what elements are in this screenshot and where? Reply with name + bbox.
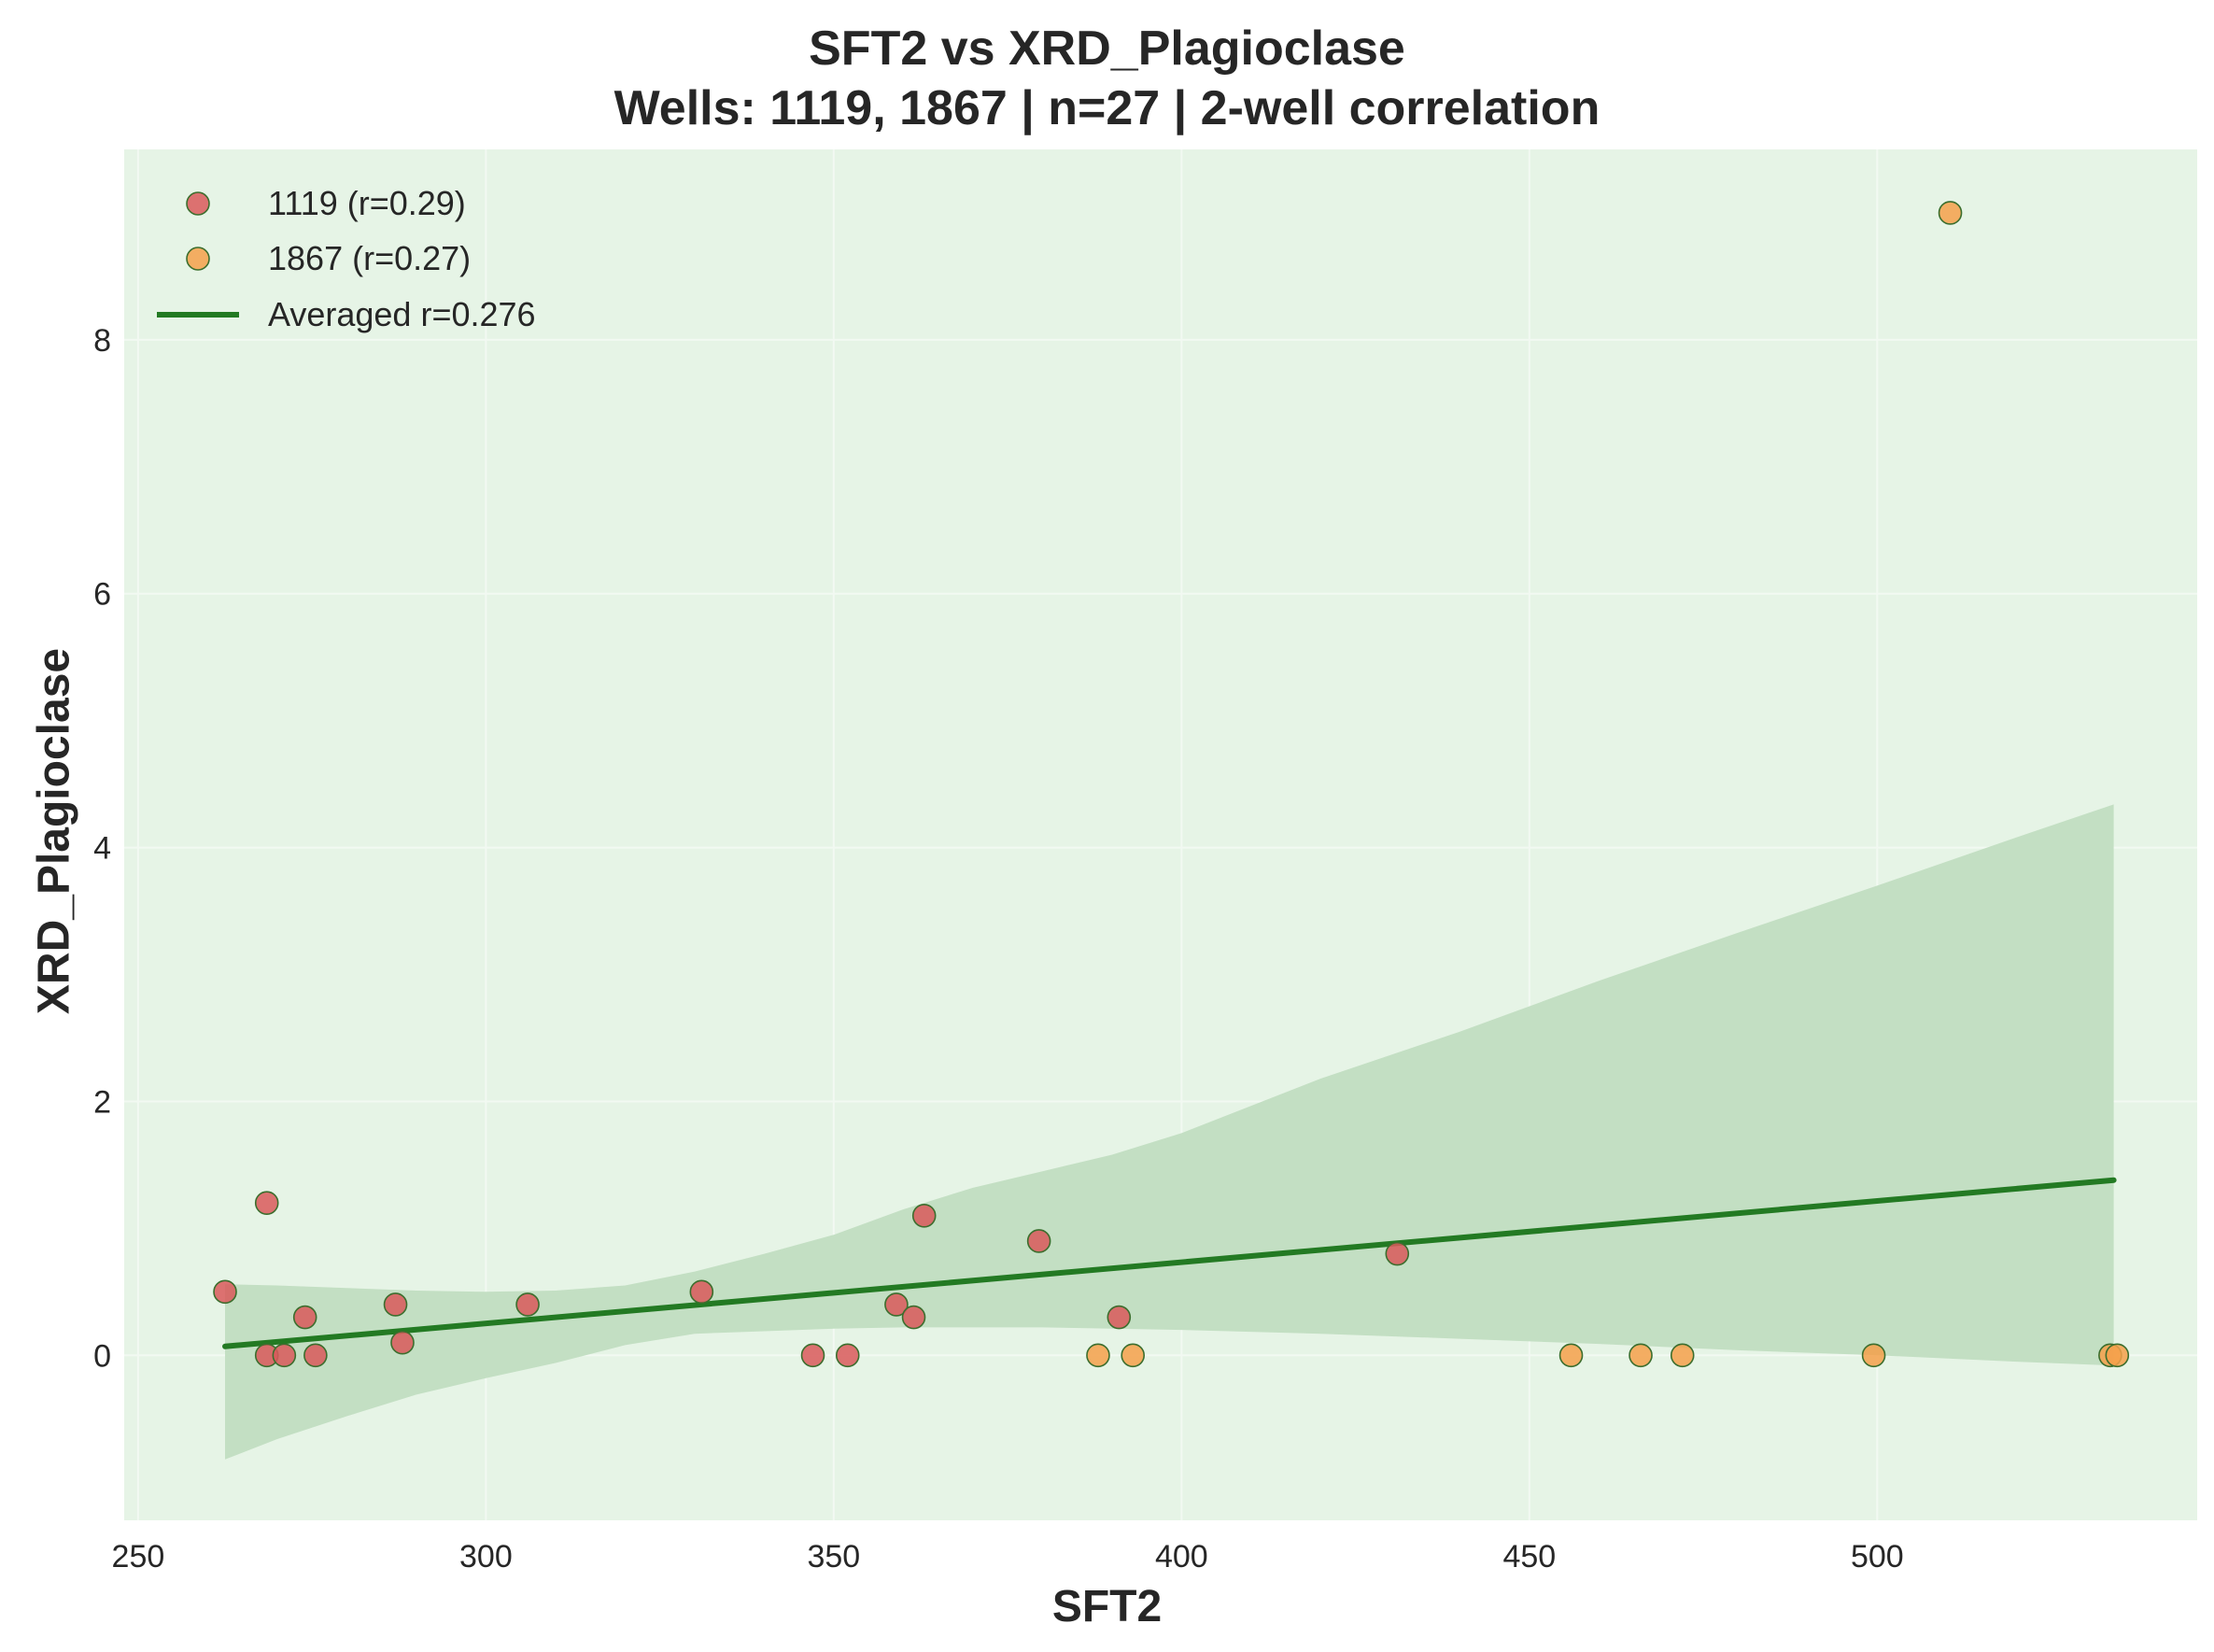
x-tick-label: 350 [807, 1539, 860, 1574]
legend: 1119 (r=0.29) 1867 (r=0.27) Averaged r=0.2… [157, 184, 536, 333]
data-point [1670, 1343, 1695, 1368]
y-tick-label: 6 [93, 577, 111, 613]
data-point [911, 1203, 937, 1228]
data-point [390, 1330, 415, 1355]
data-point [1629, 1343, 1653, 1368]
tick-labels: 250 300 350 400 450 500 0 2 4 6 8 [93, 323, 1904, 1574]
data-point [383, 1292, 408, 1317]
points-layer [213, 201, 2130, 1368]
data-point [2105, 1343, 2130, 1368]
data-point [515, 1292, 540, 1317]
legend-marker [186, 191, 210, 216]
y-tick-label: 8 [93, 323, 111, 359]
chart-subtitle: Wells: 1119, 1867 | n=27 | 2-well correl… [613, 81, 1601, 135]
legend-label: 1119 (r=0.29) [268, 184, 466, 222]
data-point [1086, 1343, 1110, 1368]
y-tick-label: 2 [93, 1084, 111, 1120]
data-point [1558, 1343, 1584, 1368]
data-point [689, 1279, 714, 1305]
x-tick-label: 300 [459, 1539, 513, 1574]
y-tick-label: 4 [93, 831, 111, 867]
x-tick-label: 400 [1155, 1539, 1208, 1574]
x-tick-label: 450 [1502, 1539, 1556, 1574]
data-point [800, 1343, 825, 1368]
y-axis-title: XRD_Plagioclase [29, 647, 79, 1015]
x-tick-label: 500 [1851, 1539, 1904, 1574]
data-point [901, 1305, 926, 1330]
data-point [884, 1292, 909, 1317]
data-point [292, 1305, 317, 1330]
data-point [213, 1279, 237, 1305]
fit-line [222, 1177, 2117, 1349]
y-tick-label: 0 [93, 1338, 111, 1374]
data-point [835, 1343, 860, 1368]
data-point [1938, 201, 1963, 225]
x-axis-title: SFT2 [1051, 1582, 1163, 1631]
data-point [1385, 1241, 1410, 1266]
data-point [1107, 1305, 1132, 1330]
legend-label: 1867 (r=0.27) [268, 239, 471, 277]
chart-title: SFT2 vs XRD_Plagioclase [809, 21, 1405, 76]
data-point [1861, 1343, 1886, 1368]
data-point [1121, 1343, 1146, 1368]
data-point [1026, 1229, 1051, 1253]
x-tick-label: 250 [112, 1539, 165, 1574]
data-point [303, 1343, 328, 1368]
legend-marker [186, 247, 210, 271]
data-point [254, 1191, 279, 1215]
data-point [272, 1343, 297, 1368]
legend-label: Averaged r=0.276 [268, 295, 536, 333]
